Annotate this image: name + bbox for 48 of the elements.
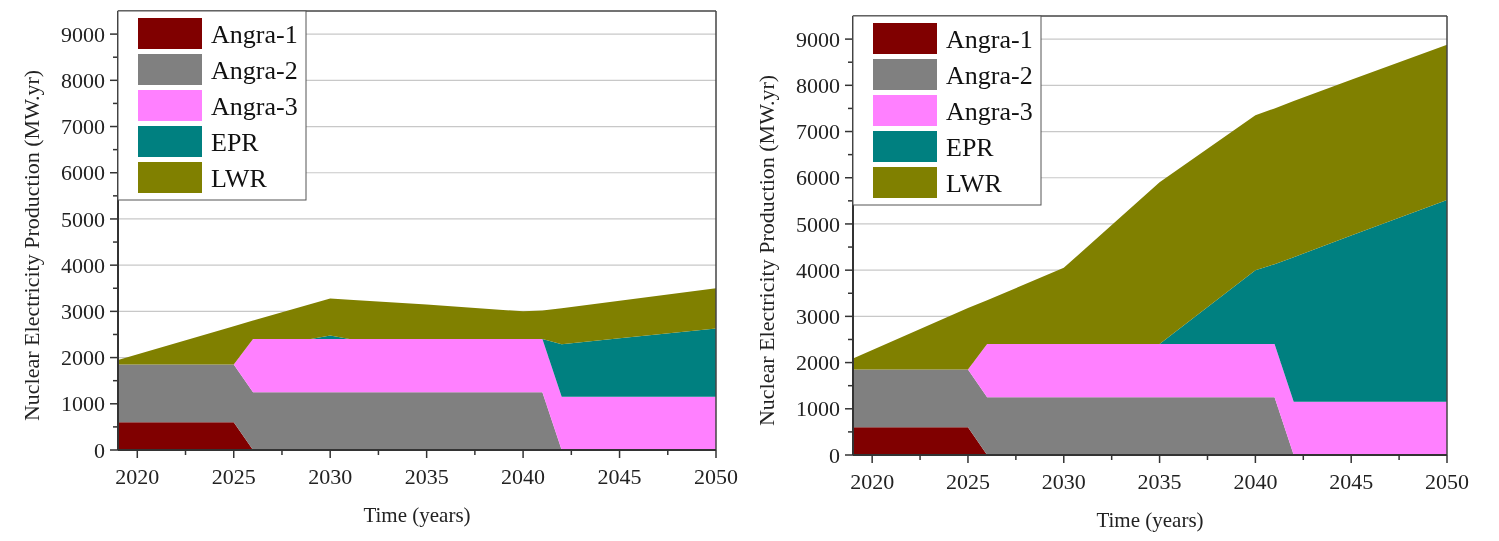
- x-tick-label: 2025: [945, 469, 990, 494]
- legend-label: Angra-2: [946, 61, 1033, 90]
- x-tick-label: 2020: [850, 469, 895, 494]
- x-tick-label: 2045: [597, 464, 642, 489]
- y-axis-title: Nuclear Electricity Production (MW.yr): [754, 74, 779, 427]
- legend-label: Angra-1: [211, 20, 298, 49]
- x-tick-label: 2030: [1041, 469, 1086, 494]
- y-tick-label: 3000: [796, 304, 840, 330]
- x-tick-label: 2040: [501, 464, 546, 489]
- legend-label: Angra-3: [946, 97, 1033, 126]
- y-tick-label: 7000: [796, 119, 840, 145]
- x-tick-label: 2020: [115, 464, 160, 489]
- y-tick-label: 4000: [796, 257, 840, 283]
- y-tick-label: 0: [829, 442, 840, 468]
- y-tick-label: 0: [94, 437, 105, 463]
- legend-label: EPR: [211, 128, 260, 157]
- legend-label: EPR: [946, 133, 995, 162]
- legend-label: Angra-3: [211, 92, 298, 121]
- y-tick-label: 7000: [61, 114, 105, 140]
- y-tick-label: 8000: [61, 68, 105, 94]
- y-tick-label: 5000: [796, 211, 840, 237]
- y-tick-label: 5000: [61, 206, 105, 232]
- y-tick-label: 1000: [796, 396, 840, 422]
- y-tick-label: 2000: [796, 350, 840, 376]
- y-tick-label: 2000: [61, 345, 105, 371]
- legend-label: Angra-1: [946, 25, 1033, 54]
- x-tick-label: 2040: [1233, 469, 1278, 494]
- x-tick-label: 2035: [1137, 469, 1182, 494]
- legend-label: Angra-2: [211, 56, 298, 85]
- x-axis-title: Time (years): [363, 503, 471, 527]
- legend-label: LWR: [946, 169, 1003, 198]
- y-tick-label: 8000: [796, 73, 840, 99]
- x-axis-title: Time (years): [1096, 508, 1204, 532]
- x-tick-label: 2050: [694, 464, 738, 489]
- x-tick-label: 2030: [308, 464, 353, 489]
- y-tick-label: 1000: [61, 391, 105, 417]
- y-tick-label: 9000: [61, 21, 105, 47]
- y-tick-label: 3000: [61, 299, 105, 325]
- legend-label: LWR: [211, 164, 268, 193]
- x-tick-label: 2025: [211, 464, 256, 489]
- y-tick-label: 9000: [796, 26, 840, 52]
- y-tick-label: 6000: [796, 165, 840, 191]
- x-tick-label: 2045: [1329, 469, 1374, 494]
- y-tick-label: 4000: [61, 252, 105, 278]
- y-tick-label: 6000: [61, 160, 105, 186]
- x-tick-label: 2050: [1425, 469, 1469, 494]
- y-axis-title: Nuclear Electricity Production (MW.yr): [19, 69, 44, 422]
- x-tick-label: 2035: [404, 464, 449, 489]
